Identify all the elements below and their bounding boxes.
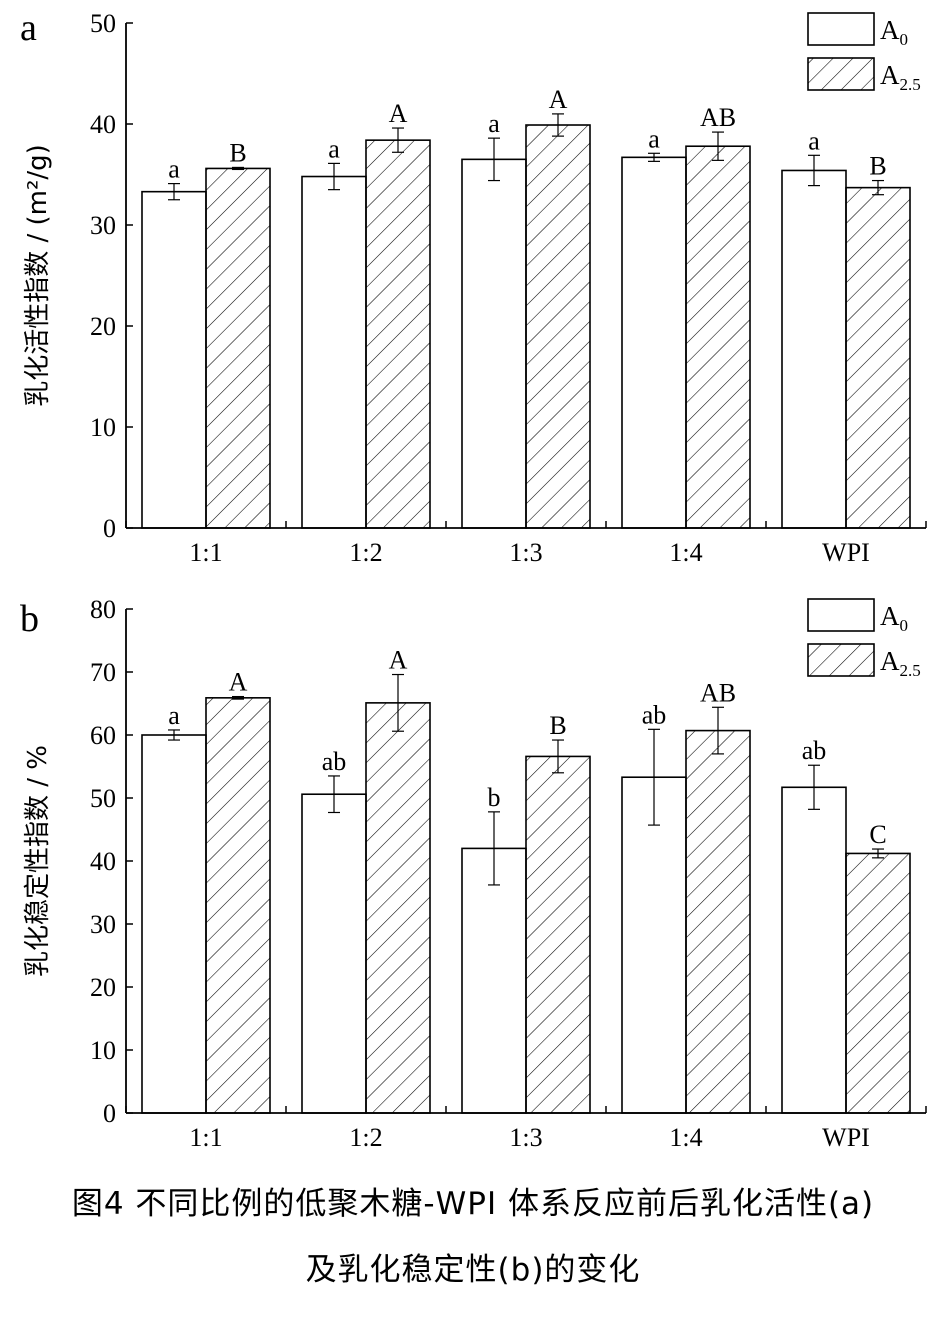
bar — [845, 186, 911, 529]
y-tick-label: 30 — [90, 910, 116, 939]
figure-caption-line-2: 及乳化稳定性(b)的变化 — [305, 1252, 641, 1288]
significance-letter: a — [488, 109, 500, 138]
significance-letter: C — [869, 820, 886, 849]
y-tick-label: 40 — [90, 110, 116, 139]
panel-label: a — [20, 7, 37, 49]
significance-letter: B — [229, 138, 246, 167]
bar — [365, 139, 431, 529]
y-tick-label: 40 — [90, 847, 116, 876]
bar — [461, 158, 527, 529]
legend-swatch — [807, 598, 875, 632]
significance-letter: A — [389, 646, 408, 675]
x-tick-label: 1:3 — [509, 1123, 542, 1152]
significance-letter: b — [488, 783, 501, 812]
x-tick-label: 1:2 — [349, 538, 382, 567]
x-tick-label: WPI — [822, 538, 870, 567]
legend-swatch — [807, 57, 875, 91]
bar — [365, 702, 431, 1114]
significance-letter: B — [549, 711, 566, 740]
bar — [621, 776, 687, 1114]
bar — [845, 852, 911, 1114]
bar — [685, 145, 751, 529]
y-tick-label: 0 — [103, 514, 116, 543]
y-tick-label: 60 — [90, 721, 116, 750]
bar — [141, 190, 207, 529]
bar — [461, 847, 527, 1114]
significance-letter: a — [648, 124, 660, 153]
x-tick-label: 1:3 — [509, 538, 542, 567]
y-tick-label: 50 — [90, 784, 116, 813]
significance-letter: ab — [642, 700, 667, 729]
legend-swatch — [807, 12, 875, 46]
significance-letter: a — [168, 155, 180, 184]
x-tick-label: 1:2 — [349, 1123, 382, 1152]
bar — [301, 175, 367, 529]
chart-panel-a: a a a a a a B A A AB B 0 10 20 30 40 50 1:1 1:2 1:3 1:4 WPI 乳化… — [20, 7, 927, 567]
x-tick-label: 1:1 — [189, 538, 222, 567]
figure-caption-line-1: 图4 不同比例的低聚木糖-WPI 体系反应前后乳化活性(a) — [71, 1186, 875, 1222]
significance-letter: a — [328, 134, 340, 163]
y-axis-title: 乳化稳定性指数 / % — [23, 745, 53, 977]
panel-label: b — [20, 598, 39, 640]
significance-letter: A — [549, 85, 568, 114]
y-tick-label: 10 — [90, 413, 116, 442]
bar — [205, 697, 271, 1114]
significance-letter: A — [389, 99, 408, 128]
bar — [685, 729, 751, 1114]
y-tick-label: 20 — [90, 973, 116, 1002]
legend-label: A2.5 — [880, 646, 921, 680]
significance-letter: ab — [802, 736, 827, 765]
significance-letter: A — [229, 668, 248, 697]
legend-label: A0 — [880, 601, 908, 635]
bar — [621, 156, 687, 529]
x-tick-label: 1:1 — [189, 1123, 222, 1152]
legend-label: A2.5 — [880, 60, 921, 94]
bar — [141, 734, 207, 1114]
bar — [205, 167, 271, 529]
y-tick-label: 10 — [90, 1036, 116, 1065]
bar — [301, 793, 367, 1114]
bar — [525, 124, 591, 529]
legend-label: A0 — [880, 15, 908, 49]
y-tick-label: 70 — [90, 658, 116, 687]
x-tick-label: 1:4 — [669, 538, 702, 567]
y-tick-label: 0 — [103, 1099, 116, 1128]
significance-letter: B — [869, 152, 886, 181]
significance-letter: a — [168, 701, 180, 730]
significance-letter: AB — [700, 103, 736, 132]
y-tick-label: 30 — [90, 211, 116, 240]
y-tick-label: 20 — [90, 312, 116, 341]
x-tick-label: WPI — [822, 1123, 870, 1152]
bar — [781, 169, 847, 529]
x-tick-label: 1:4 — [669, 1123, 702, 1152]
y-tick-label: 80 — [90, 595, 116, 624]
significance-letter: ab — [322, 747, 347, 776]
y-axis-title: 乳化活性指数 / (m²/g) — [23, 144, 53, 407]
y-tick-label: 50 — [90, 9, 116, 38]
significance-letter: a — [808, 126, 820, 155]
bar — [781, 786, 847, 1114]
bar — [525, 755, 591, 1114]
significance-letter: AB — [700, 678, 736, 707]
legend-swatch — [807, 643, 875, 677]
